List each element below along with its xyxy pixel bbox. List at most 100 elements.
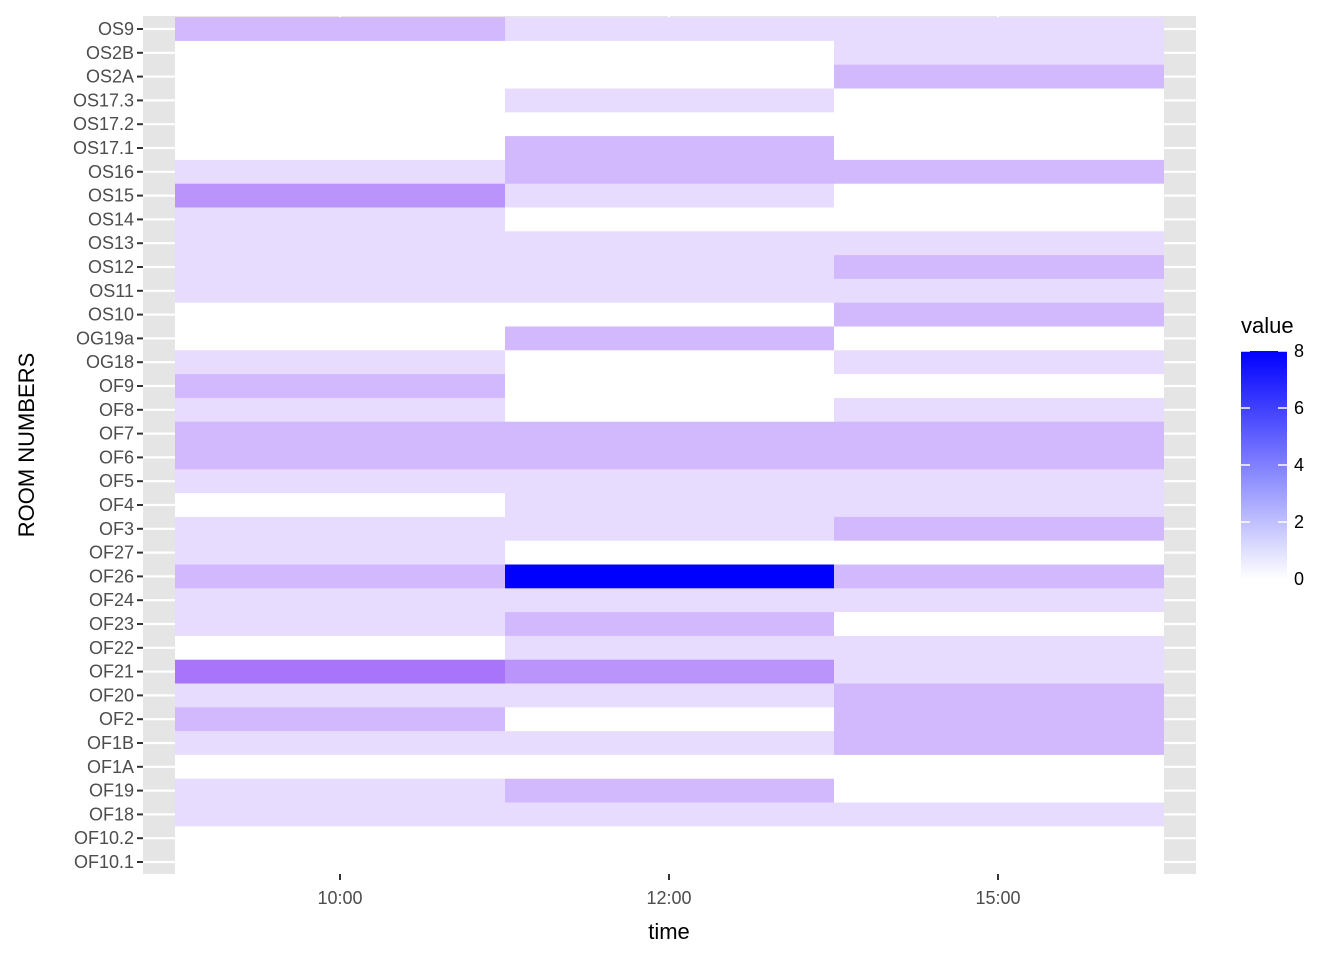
heatmap-cell	[505, 754, 834, 780]
y-tick-label: OF22	[89, 638, 134, 658]
heatmap-cell	[834, 516, 1164, 542]
y-tick-label: OF7	[99, 424, 134, 444]
heatmap-cell	[505, 112, 834, 137]
heatmap-cell	[834, 302, 1164, 327]
heatmap-cell	[175, 40, 505, 66]
heatmap-cell	[505, 493, 834, 518]
heatmap-cell	[834, 564, 1164, 589]
y-tick-label: OF3	[99, 519, 134, 539]
y-tick-label: OS11	[89, 281, 134, 301]
heatmap-cell	[175, 802, 505, 827]
heatmap-cell	[175, 326, 505, 351]
heatmap-cell	[505, 183, 834, 208]
heatmap-cell	[505, 88, 834, 113]
y-tick-label: OS10	[88, 305, 134, 325]
y-tick-label: OG19a	[76, 328, 135, 348]
heatmap-cell	[505, 255, 834, 280]
heatmap-cell	[505, 64, 834, 89]
heatmap-cell	[505, 850, 834, 875]
heatmap-cell	[834, 683, 1164, 708]
y-tick-label: OF10.1	[74, 852, 134, 872]
y-tick-label: OS2A	[86, 67, 134, 87]
heatmap-cell	[834, 540, 1164, 565]
y-tick-label: OS13	[88, 233, 134, 253]
y-tick-label: OF1A	[87, 757, 134, 777]
legend-tick-label: 0	[1294, 569, 1304, 589]
heatmap-cell	[505, 516, 834, 542]
heatmap-cell	[175, 159, 505, 185]
heatmap-cell	[175, 278, 505, 304]
heatmap-cell	[505, 17, 834, 42]
heatmap-cell	[175, 231, 505, 256]
legend-tick-label: 6	[1294, 398, 1304, 418]
heatmap-cell	[505, 159, 834, 185]
heatmap-cell	[175, 493, 505, 518]
heatmap-cell	[175, 64, 505, 89]
heatmap-cell	[505, 802, 834, 827]
heatmap-cell	[834, 421, 1164, 446]
heatmap-cell	[175, 374, 505, 399]
heatmap-cell	[834, 826, 1164, 851]
heatmap-cell	[834, 850, 1164, 875]
heatmap-cell	[834, 493, 1164, 518]
heatmap-cell	[505, 40, 834, 66]
heatmap-cell	[834, 40, 1164, 66]
y-tick-label: OF24	[89, 590, 134, 610]
heatmap-cell	[175, 564, 505, 589]
y-tick-label: OF9	[99, 376, 134, 396]
heatmap-cell	[834, 183, 1164, 208]
heatmap-cell	[505, 278, 834, 304]
y-tick-label: OS17.1	[73, 138, 134, 158]
heatmap-cell	[834, 64, 1164, 89]
heatmap-cell	[834, 731, 1164, 756]
y-tick-label: OF6	[99, 447, 134, 467]
heatmap-cell	[175, 826, 505, 851]
x-tick-label: 12:00	[646, 888, 691, 908]
heatmap-cell	[834, 445, 1164, 470]
x-tick-label: 10:00	[317, 888, 362, 908]
heatmap-cell	[834, 278, 1164, 304]
heatmap-cell	[175, 350, 505, 375]
heatmap-cells	[175, 17, 1164, 875]
heatmap-cell	[834, 112, 1164, 137]
y-tick-label: OF20	[89, 685, 134, 705]
y-tick-label: OF19	[89, 781, 134, 801]
x-axis: 10:00 12:00 15:00	[317, 874, 1021, 908]
heatmap-cell	[834, 659, 1164, 684]
heatmap-cell	[175, 659, 505, 684]
heatmap-cell	[834, 17, 1164, 42]
y-axis: OS9 OS2B OS2A OS17.3 OS17.2 OS17.1 OS16 OS15 OS1…	[73, 19, 143, 872]
y-tick-label: OS9	[98, 19, 134, 39]
heatmap-cell	[834, 136, 1164, 161]
heatmap-cell	[175, 445, 505, 470]
heatmap-cell	[505, 659, 834, 684]
y-tick-label: OG18	[86, 352, 134, 372]
y-tick-label: OF1B	[87, 733, 134, 753]
heatmap-cell	[505, 707, 834, 732]
y-tick-label: OF27	[89, 543, 134, 563]
heatmap-cell	[505, 826, 834, 851]
heatmap-cell	[834, 469, 1164, 494]
heatmap-cell	[505, 350, 834, 375]
heatmap-cell	[175, 635, 505, 661]
heatmap-cell	[175, 88, 505, 113]
heatmap-cell	[505, 445, 834, 470]
x-axis-title: time	[648, 919, 690, 944]
heatmap-cell	[834, 802, 1164, 827]
heatmap-cell	[834, 588, 1164, 613]
heatmap-cell	[834, 207, 1164, 232]
heatmap-cell	[505, 612, 834, 637]
heatmap-cell	[834, 754, 1164, 780]
heatmap-cell	[175, 421, 505, 446]
heatmap-cell	[834, 350, 1164, 375]
heatmap-cell	[175, 707, 505, 732]
heatmap-cell	[175, 136, 505, 161]
y-tick-label: OS16	[88, 162, 134, 182]
heatmap-cell	[175, 540, 505, 565]
legend-title: value	[1241, 313, 1294, 338]
heatmap-cell	[505, 540, 834, 565]
heatmap-cell	[505, 635, 834, 661]
y-tick-label: OF8	[99, 400, 134, 420]
heatmap-cell	[505, 231, 834, 256]
heatmap-cell	[834, 374, 1164, 399]
